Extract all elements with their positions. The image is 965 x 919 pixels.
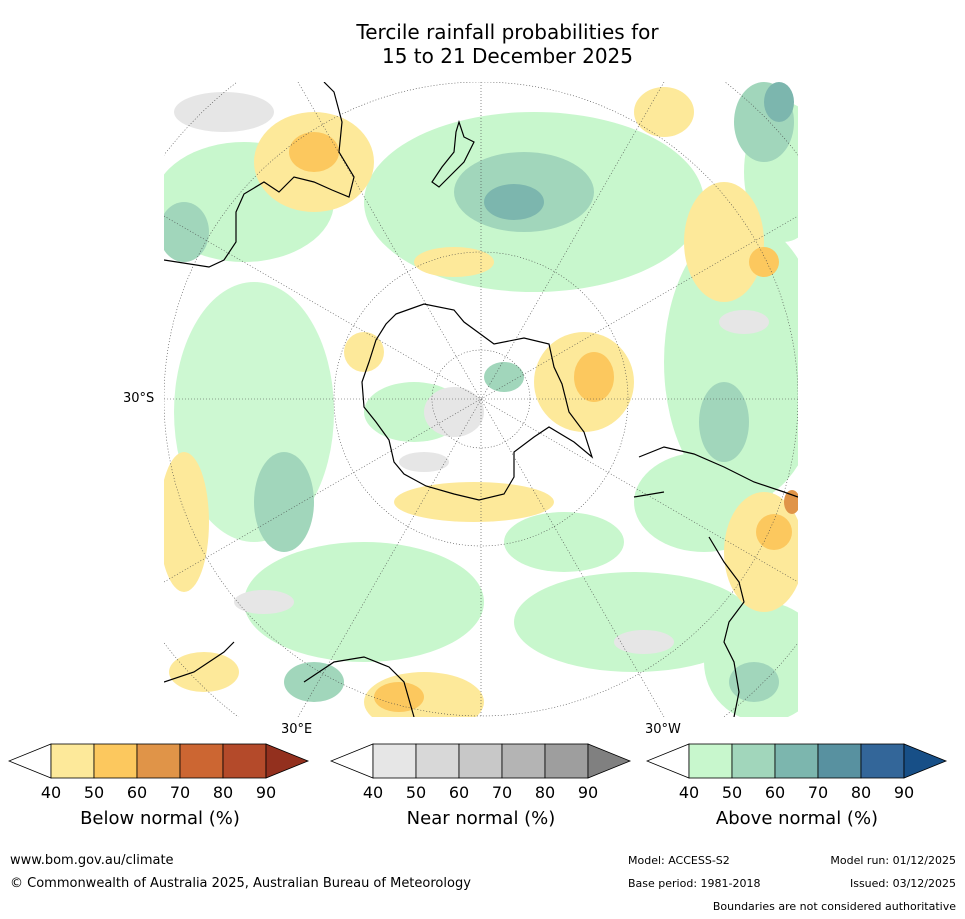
tick-label: 50 [83,783,105,802]
latitude-label: 30°S [123,391,155,406]
boundaries-disclaimer: Boundaries are not considered authoritat… [712,900,956,913]
below-normal-colorbar [8,743,310,779]
tick-label: 80 [850,783,872,802]
near-normal-label: Near normal (%) [406,808,556,829]
near-normal-colorbar [330,743,632,779]
near-normal-colorbar-bin [415,743,460,779]
title-line-2: 15 to 21 December 2025 [381,44,633,68]
tick-label: 50 [405,783,427,802]
below-normal-colorbar-bin [222,743,267,779]
base-period-text: Base period: 1981-2018 [628,877,761,890]
below-normal-label: Below normal (%) [80,808,240,829]
below-normal-colorbar-bin [179,743,224,779]
tick-label: 90 [893,783,915,802]
near-normal-colorbar-under [330,743,374,779]
above-normal-colorbar-bin [688,743,733,779]
website-link[interactable]: www.bom.gov.au/climate [10,853,174,868]
above-normal-colorbar-bin [774,743,819,779]
above-normal-colorbar-under [646,743,690,779]
tick-label: 80 [212,783,234,802]
tick-label: 70 [491,783,513,802]
coastlines [164,82,798,717]
map-title: Tercile rainfall probabilities for 15 to… [0,20,965,68]
tick-label: 70 [807,783,829,802]
model-run-text: Model run: 01/12/2025 [830,854,956,867]
below-normal-colorbar-bin [93,743,138,779]
model-text: Model: ACCESS-S2 [628,854,730,867]
near-normal-colorbar-bin [458,743,503,779]
tick-label: 40 [362,783,384,802]
above-normal-areas [164,102,798,717]
above-normal-colorbar [646,743,948,779]
near-normal-areas [174,92,769,654]
tick-label: 60 [448,783,470,802]
probability-map [164,82,798,717]
above-normal-colorbar-bin [860,743,905,779]
above-normal-colorbar-over [903,743,948,779]
tick-label: 90 [255,783,277,802]
tick-label: 40 [40,783,62,802]
below-normal-colorbar-bin [50,743,95,779]
tick-label: 60 [126,783,148,802]
below-normal-colorbar-under [8,743,52,779]
above-normal-label: Above normal (%) [715,808,879,829]
title-line-1: Tercile rainfall probabilities for [356,20,659,44]
africa-coast [164,641,415,717]
tick-label: 70 [169,783,191,802]
below-normal-colorbar-bin [136,743,181,779]
copyright-text: © Commonwealth of Australia 2025, Austra… [10,876,471,891]
tick-label: 50 [721,783,743,802]
near-normal-colorbar-over [587,743,632,779]
australia-coast [164,82,355,268]
near-normal-colorbar-bin [501,743,546,779]
longitude-label-west: 30°W [645,722,681,737]
above-normal-colorbar-bin [817,743,862,779]
above-normal-areas-stronger [484,82,794,220]
below-normal-colorbar-over [265,743,310,779]
new-zealand-coast [431,120,475,188]
antarctica-coast [361,303,594,501]
tick-label: 60 [764,783,786,802]
tick-label: 80 [534,783,556,802]
below-normal-areas-strong [289,132,792,712]
longitude-label-east: 30°E [281,722,313,737]
tick-label: 90 [577,783,599,802]
tick-label: 40 [678,783,700,802]
graticule [164,82,798,717]
south-america-coast [633,446,798,717]
near-normal-colorbar-bin [372,743,417,779]
above-normal-colorbar-bin [731,743,776,779]
issued-text: Issued: 03/12/2025 [849,877,956,890]
near-normal-colorbar-bin [544,743,589,779]
